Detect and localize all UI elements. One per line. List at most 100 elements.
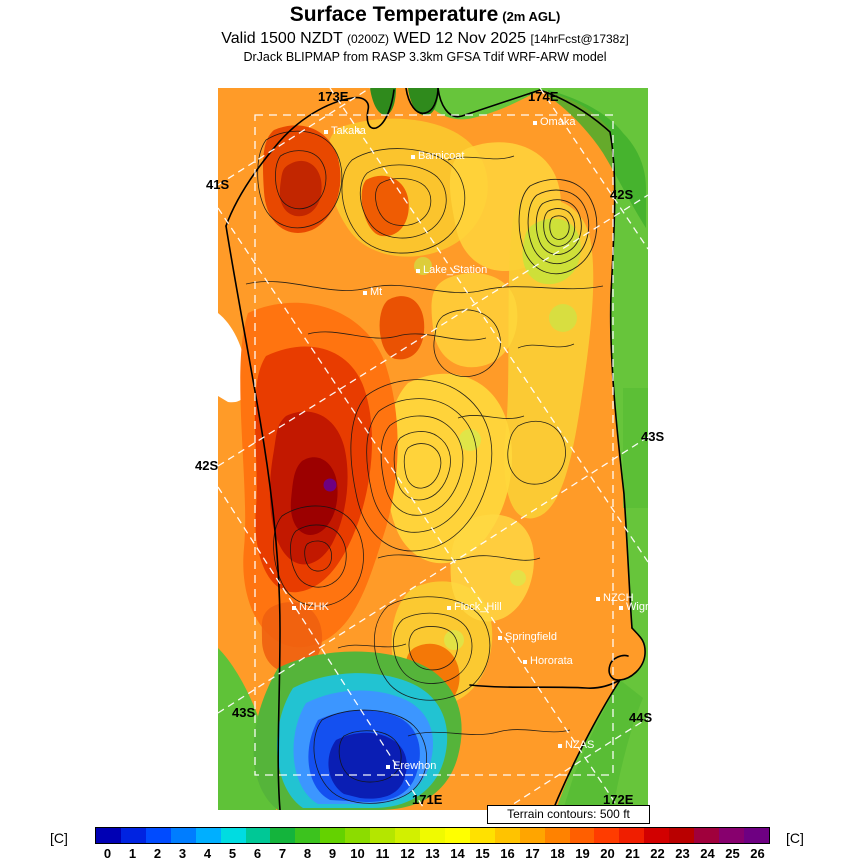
- site-marker: [292, 605, 296, 610]
- site-marker: [411, 154, 415, 159]
- page-title-suffix: (2m AGL): [502, 9, 561, 24]
- colorbar-tick: 24: [700, 846, 715, 860]
- page-title: Surface Temperature: [289, 3, 499, 26]
- site-label: Flock_Hill: [447, 602, 502, 613]
- colorbar-tick: 22: [650, 846, 665, 860]
- site-label: Mt: [363, 287, 382, 298]
- site-marker: [523, 659, 527, 664]
- site-marker: [558, 743, 562, 748]
- colorbar-tick: 16: [500, 846, 515, 860]
- graticule: [218, 88, 648, 810]
- colorbar-tick: 25: [725, 846, 740, 860]
- colorbar-tick: 11: [375, 846, 390, 860]
- colorbar-cell: [170, 828, 196, 843]
- colorbar-tick: 26: [750, 846, 765, 860]
- site-name: Takaka: [331, 125, 366, 137]
- colorbar-cell: [270, 828, 296, 843]
- valid-time: Valid 1500 NZDT: [221, 30, 343, 47]
- site-label: Wigram: [619, 602, 664, 613]
- site-marker: [416, 268, 420, 273]
- colorbar-tick: 12: [400, 846, 415, 860]
- colorbar-ticks: 0 1 2 3 4 5 6 7 8 9 10 11 12 13 14 15 16 17 18 19 20 21 22 23 24…: [95, 846, 770, 860]
- site-name: Wigram: [626, 601, 664, 613]
- site-marker: [386, 764, 390, 769]
- site-marker: [596, 596, 600, 601]
- model-line: DrJack BLIPMAP from RASP 3.3km GFSA Tdif…: [243, 50, 607, 64]
- site-name: Springfield: [505, 631, 557, 643]
- colorbar-cell: [469, 828, 495, 843]
- colorbar-cell: [120, 828, 146, 843]
- colorbar-cell: [644, 828, 670, 843]
- colorbar-cell: [245, 828, 271, 843]
- colorbar-tick: 0: [103, 846, 112, 860]
- site-marker: [498, 635, 502, 640]
- colorbar-cell: [569, 828, 595, 843]
- yellow-regions: [326, 118, 594, 706]
- site-label: Takaka: [324, 126, 366, 137]
- colorbar-cell: [320, 828, 346, 843]
- site-name: Omaka: [540, 116, 576, 128]
- terrain-contours: [245, 131, 604, 803]
- colorbar-cell: [370, 828, 396, 843]
- colorbar-cell: [519, 828, 545, 843]
- valid-date: WED 12 Nov 2025: [393, 30, 526, 47]
- colorbar-tick: 2: [153, 846, 162, 860]
- site-name: NZHK: [299, 601, 329, 613]
- colorbar-tick: 15: [475, 846, 490, 860]
- colorbar-tick: 19: [575, 846, 590, 860]
- cold-pool: [253, 651, 462, 810]
- grid-label: 44S: [629, 710, 653, 725]
- site-name: Mt: [370, 286, 383, 298]
- colorbar-tick: 3: [178, 846, 187, 860]
- site-label: Lake_Station: [416, 265, 487, 276]
- grid-label: 43S: [641, 429, 665, 444]
- colorbar-tick: 20: [600, 846, 615, 860]
- model-domain-boundary: [254, 114, 614, 776]
- site-label: Springfield: [498, 632, 557, 643]
- colorbar-tick: 13: [425, 846, 440, 860]
- site-label: Erewhon: [386, 761, 436, 772]
- title-line: Surface Temperature (2m AGL): [0, 3, 850, 27]
- colorbar-tick: 1: [128, 846, 137, 860]
- colorbar-cell: [694, 828, 720, 843]
- site-label: NZCH: [596, 593, 634, 604]
- site-name: Barnicoat: [418, 150, 465, 162]
- colorbar-unit-right: [C]: [786, 830, 804, 846]
- colorbar-cell: [220, 828, 246, 843]
- colorbar-tick: 4: [203, 846, 212, 860]
- grid-label: 173E: [318, 89, 349, 104]
- site-marker: [324, 129, 328, 134]
- site-name: Erewhon: [393, 760, 437, 772]
- grid-label: 43S: [232, 705, 256, 720]
- grid-label: 41S: [206, 177, 230, 192]
- colorbar-tick: 7: [278, 846, 287, 860]
- site-marker: [533, 120, 537, 125]
- colorbar-cell: [295, 828, 321, 843]
- valid-fcst: [14hrFcst@1738z]: [530, 32, 629, 46]
- colorbar-tick: 8: [303, 846, 312, 860]
- grid-label: 42S: [610, 187, 634, 202]
- grid-label: 42S: [195, 458, 219, 473]
- site-label: Hororata: [523, 656, 573, 667]
- site-label: NZAS: [558, 740, 594, 751]
- site-name: Flock_Hill: [454, 601, 502, 613]
- grid-label: 174E: [528, 89, 559, 104]
- colorbar-cell: [345, 828, 371, 843]
- coastline: [225, 88, 646, 810]
- site-name: NZCH: [603, 592, 634, 604]
- site-name: Lake_Station: [423, 264, 488, 276]
- colorbar-cell: [719, 828, 744, 843]
- site-label: Omaka: [533, 117, 575, 128]
- colorbar-cell: [544, 828, 570, 843]
- colorbar-tick: 5: [228, 846, 237, 860]
- valid-line: Valid 1500 NZDT (0200Z) WED 12 Nov 2025 …: [0, 30, 850, 48]
- colorbar-cell: [419, 828, 445, 843]
- hot-regions: [240, 125, 460, 711]
- header: Surface Temperature (2m AGL) Valid 1500 N…: [0, 3, 850, 64]
- colorbar-cells: [95, 827, 770, 844]
- colorbar-tick: 17: [525, 846, 540, 860]
- colorbar-cell: [669, 828, 695, 843]
- colorbar-tick: 21: [625, 846, 640, 860]
